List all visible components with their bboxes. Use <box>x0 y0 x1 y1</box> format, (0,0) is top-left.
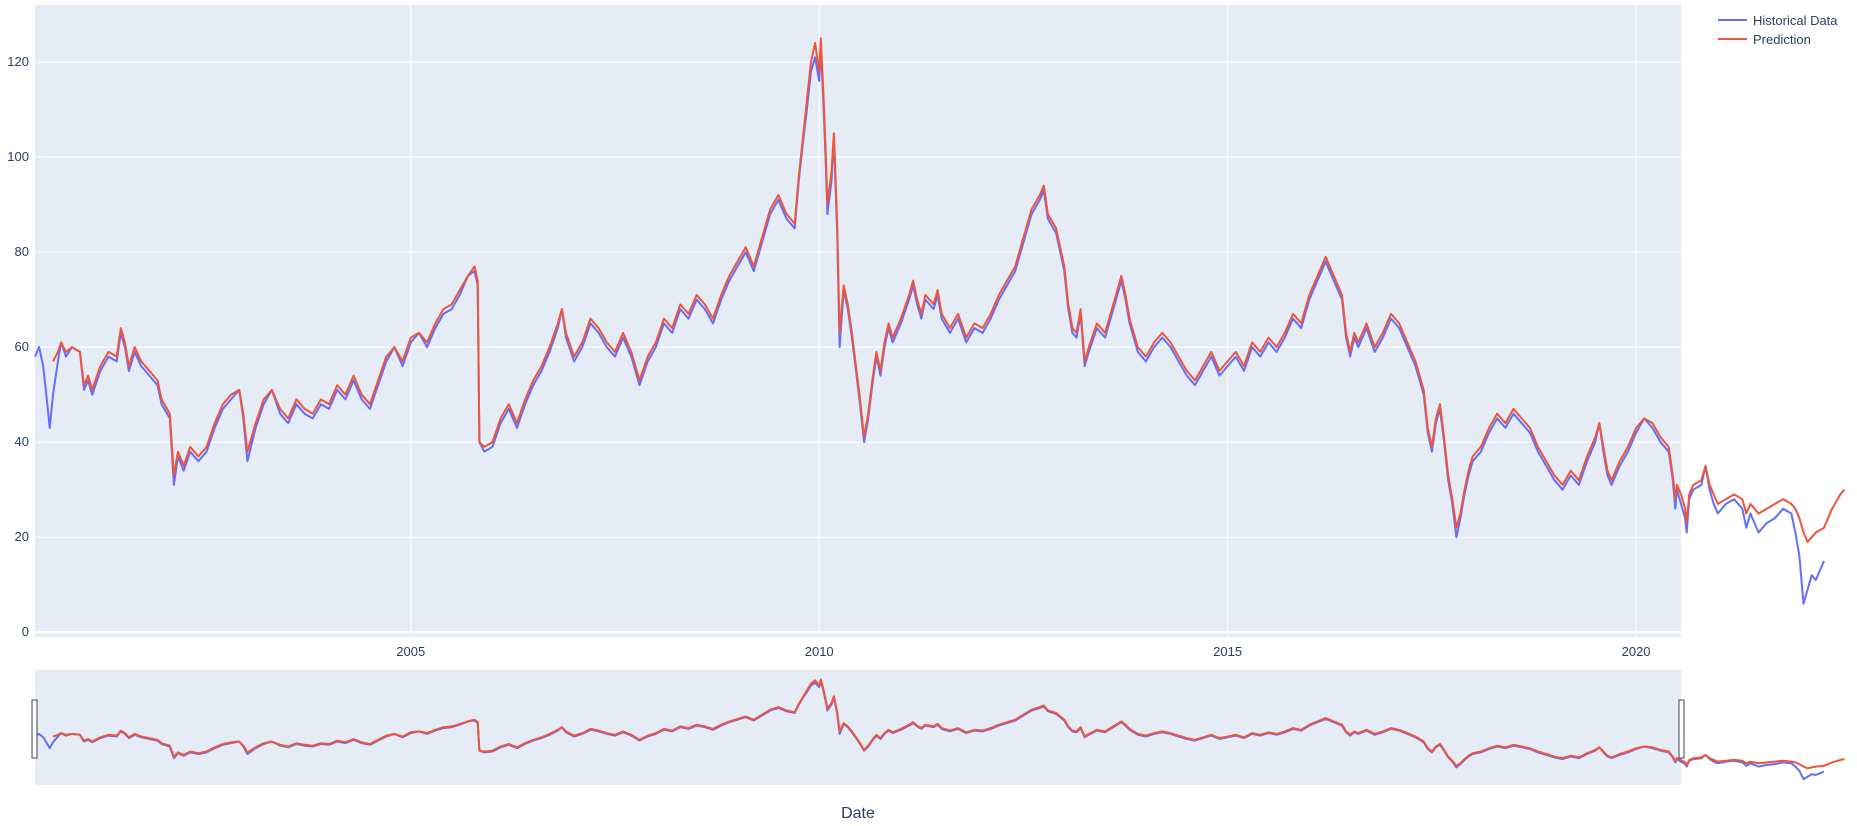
y-tick-label: 60 <box>15 339 29 354</box>
legend-item-historical[interactable]: Historical Data <box>1718 13 1838 28</box>
y-tick-label: 80 <box>15 244 29 259</box>
legend-label-prediction: Prediction <box>1753 32 1811 47</box>
y-tick-label: 0 <box>22 624 29 639</box>
x-axis-title: Date <box>841 805 875 822</box>
range-slider[interactable] <box>35 670 1681 785</box>
x-tick-label: 2015 <box>1213 644 1242 659</box>
main-gridlines <box>35 5 1681 637</box>
x-tick-label: 2010 <box>805 644 834 659</box>
y-tick-label: 20 <box>15 529 29 544</box>
legend-label-historical: Historical Data <box>1753 13 1838 28</box>
main-tick-labels: 0 20 40 60 80 100 120 2005 2010 2015 2020 <box>7 54 1650 659</box>
y-tick-label: 100 <box>7 149 29 164</box>
y-tick-label: 40 <box>15 434 29 449</box>
range-slider-left-handle[interactable] <box>31 699 38 759</box>
slider-series-line-prediction <box>52 678 1845 770</box>
range-slider-series-lines <box>34 678 1845 781</box>
main-series-lines <box>34 37 1846 605</box>
legend: Historical Data Prediction <box>1718 13 1838 47</box>
main-plot-area[interactable] <box>35 5 1681 637</box>
legend-item-prediction[interactable]: Prediction <box>1718 32 1811 47</box>
x-tick-label: 2020 <box>1622 644 1651 659</box>
y-tick-label: 120 <box>7 54 29 69</box>
series-line-prediction <box>52 37 1846 543</box>
x-tick-label: 2005 <box>396 644 425 659</box>
range-slider-right-handle[interactable] <box>1678 699 1685 759</box>
